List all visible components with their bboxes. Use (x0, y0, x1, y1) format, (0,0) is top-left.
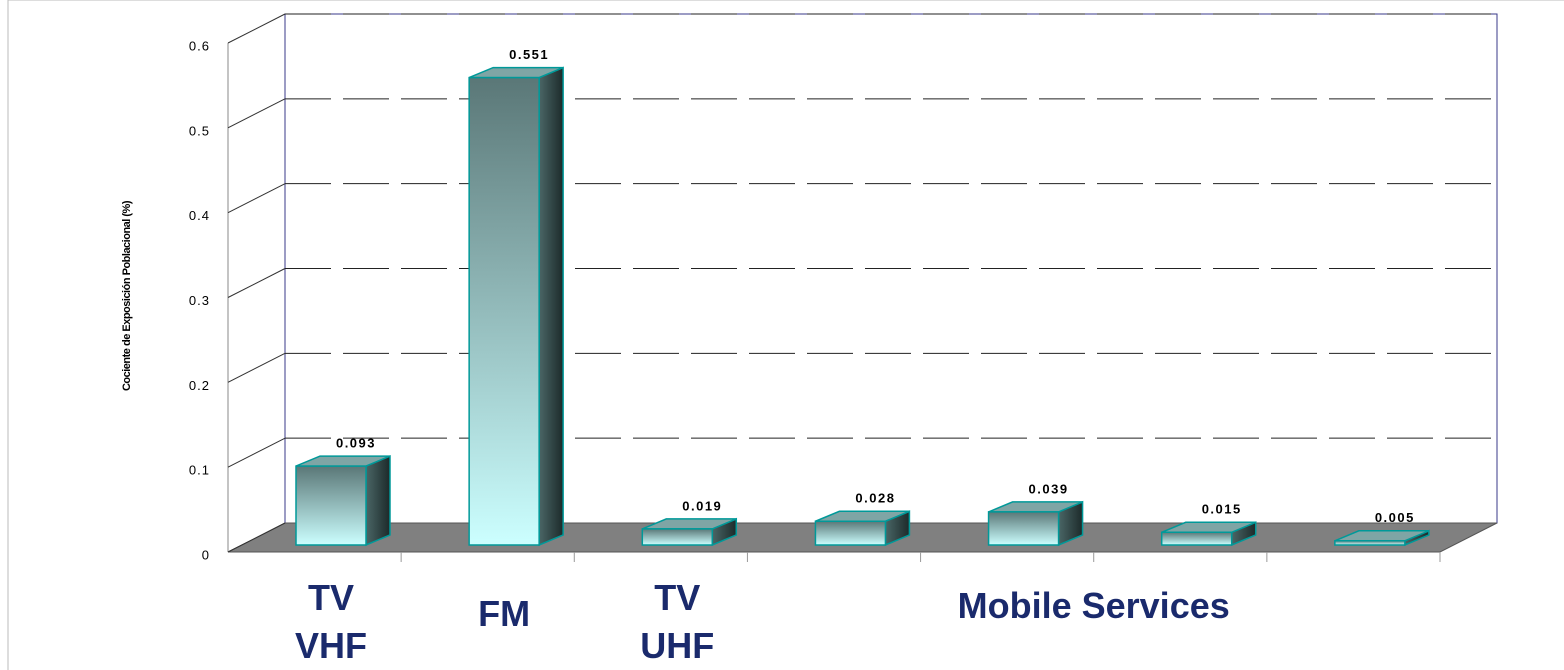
tick-line (227, 13, 286, 44)
bar-front (987, 511, 1060, 546)
y-tick-label: 0.5 (189, 123, 210, 138)
tick-line (227, 183, 286, 214)
group-label: Mobile Services (957, 585, 1230, 626)
tick-line (227, 98, 286, 129)
tick-line (227, 352, 286, 383)
bar (295, 454, 391, 547)
tick-line (227, 268, 286, 298)
bar (814, 510, 911, 547)
y-tick-label: 0.1 (189, 463, 210, 478)
bar-front (468, 76, 540, 546)
value-label: 0.015 (1202, 502, 1242, 517)
bar (987, 500, 1084, 547)
y-tick-label: 0.2 (189, 378, 210, 393)
bar (1160, 521, 1257, 547)
category-label: FM (478, 593, 531, 634)
category-label: TV UHF (640, 577, 715, 666)
category-label: TV VHF (295, 577, 367, 666)
y-tick-label: 0.4 (189, 208, 210, 223)
value-label: 0.551 (509, 47, 549, 62)
bar (1334, 529, 1430, 547)
bar-side (538, 66, 564, 547)
bar-front (814, 520, 887, 546)
tick-line (227, 522, 286, 553)
bar-front (295, 465, 367, 546)
tick-line (227, 437, 286, 468)
y-tick-label: 0.6 (189, 38, 210, 53)
value-label: 0.028 (855, 491, 895, 506)
y-axis-title: Cociente de Exposición Poblacional (%) (121, 200, 133, 391)
bar-front (641, 528, 714, 546)
bar (641, 517, 738, 547)
bar-front (1160, 531, 1233, 546)
value-label: 0.019 (682, 498, 722, 513)
frame (7, 0, 1564, 670)
bar (468, 66, 564, 547)
value-label: 0.039 (1029, 481, 1069, 496)
value-label: 0.093 (336, 436, 376, 451)
value-label: 0.005 (1375, 510, 1415, 525)
y-tick-label: 0.3 (189, 293, 210, 308)
y-tick-label: 0 (202, 547, 210, 562)
bar-front (1334, 540, 1406, 546)
bar-side (365, 454, 391, 547)
